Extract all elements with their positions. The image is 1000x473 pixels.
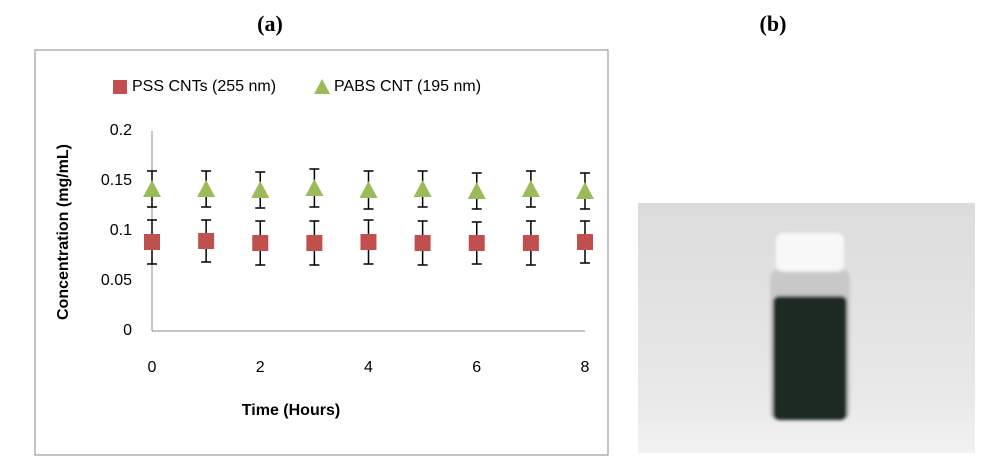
y-tick-label: 0.1 bbox=[110, 222, 132, 239]
y-tick-label: 0 bbox=[123, 322, 132, 339]
data-point bbox=[305, 179, 324, 196]
data-point bbox=[251, 181, 270, 198]
data-point bbox=[522, 235, 539, 251]
legend-marker bbox=[113, 80, 127, 94]
panel-label: (b) bbox=[760, 11, 787, 36]
x-tick-label: 0 bbox=[148, 359, 157, 376]
y-tick-label: 0.15 bbox=[101, 172, 132, 189]
legend-label: PSS CNTs (255 nm) bbox=[132, 78, 276, 95]
data-point bbox=[359, 181, 378, 198]
data-point bbox=[467, 182, 486, 199]
legend-label: PABS CNT (195 nm) bbox=[334, 78, 481, 95]
legend-marker bbox=[314, 79, 331, 94]
panel-label: (a) bbox=[257, 11, 283, 36]
vial bbox=[770, 231, 850, 420]
data-point bbox=[576, 182, 594, 199]
data-point bbox=[252, 235, 269, 251]
x-tick-label: 6 bbox=[472, 359, 481, 376]
data-point bbox=[577, 234, 593, 250]
data-point bbox=[144, 234, 160, 250]
y-tick-label: 0.05 bbox=[101, 272, 132, 289]
x-tick-label: 4 bbox=[364, 359, 373, 376]
data-point bbox=[521, 180, 540, 197]
data-point bbox=[414, 235, 431, 251]
y-tick-label: 0.2 bbox=[110, 122, 132, 139]
data-point bbox=[413, 180, 432, 197]
data-point bbox=[143, 180, 161, 197]
x-tick-label: 8 bbox=[581, 359, 590, 376]
data-point bbox=[198, 233, 215, 249]
data-point bbox=[197, 180, 216, 197]
x-tick-label: 2 bbox=[256, 359, 265, 376]
x-axis-label: Time (Hours) bbox=[242, 402, 340, 419]
chart-frame bbox=[34, 49, 609, 456]
data-point bbox=[306, 235, 323, 251]
y-axis-label: Concentration (mg/mL) bbox=[55, 144, 72, 320]
photo bbox=[638, 203, 975, 453]
data-point bbox=[360, 234, 377, 250]
data-point bbox=[468, 235, 485, 251]
